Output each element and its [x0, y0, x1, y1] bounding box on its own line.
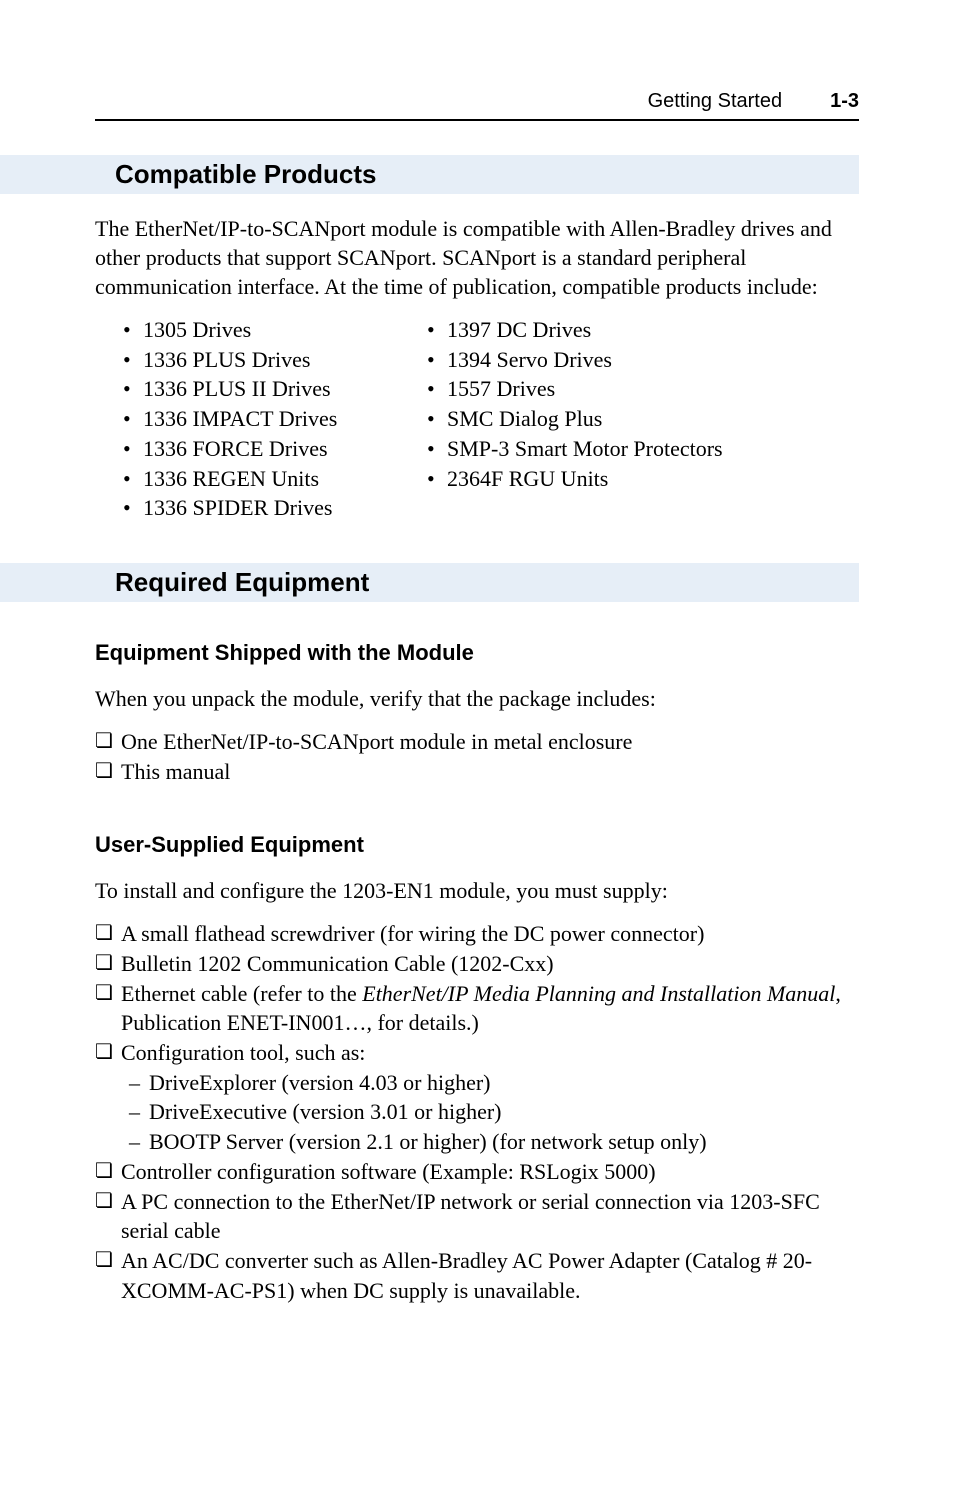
list-item: •1336 FORCE Drives	[123, 434, 403, 464]
bullet-icon: •	[427, 315, 447, 345]
list-text: BOOTP Server (version 2.1 or higher) (fo…	[149, 1127, 707, 1157]
user-list: ❏A small flathead screwdriver (for wirin…	[95, 919, 859, 1305]
bullet-icon: •	[123, 404, 143, 434]
dash-icon: –	[129, 1097, 149, 1127]
checkbox-icon: ❏	[95, 1187, 121, 1216]
list-text: An AC/DC converter such as Allen-Bradley…	[121, 1246, 859, 1305]
text-pre: Ethernet cable (refer to the	[121, 981, 362, 1006]
list-text: One EtherNet/IP-to-SCANport module in me…	[121, 727, 859, 757]
bullet-icon: •	[123, 315, 143, 345]
list-item: ❏Bulletin 1202 Communication Cable (1202…	[95, 949, 859, 979]
list-text: 1336 SPIDER Drives	[143, 493, 332, 523]
list-subitem: –BOOTP Server (version 2.1 or higher) (f…	[95, 1127, 859, 1157]
sub2-intro: To install and configure the 1203-EN1 mo…	[95, 876, 859, 905]
list-item: •SMP-3 Smart Motor Protectors	[427, 434, 723, 464]
checkbox-icon: ❏	[95, 949, 121, 978]
section-bar-required: Required Equipment	[0, 563, 859, 602]
sub-heading-user: User-Supplied Equipment	[95, 832, 859, 858]
list-text: A small flathead screwdriver (for wiring…	[121, 919, 859, 949]
list-text: 1336 REGEN Units	[143, 464, 319, 494]
section1-intro: The EtherNet/IP-to-SCANport module is co…	[95, 214, 859, 301]
compatible-col-left: •1305 Drives •1336 PLUS Drives •1336 PLU…	[95, 315, 403, 523]
list-text: DriveExecutive (version 3.01 or higher)	[149, 1097, 502, 1127]
list-text: This manual	[121, 757, 859, 787]
list-text: 1336 IMPACT Drives	[143, 404, 337, 434]
list-text: 1557 Drives	[447, 374, 555, 404]
list-item: •1397 DC Drives	[427, 315, 723, 345]
list-text: 1336 PLUS Drives	[143, 345, 310, 375]
list-text: Configuration tool, such as:	[121, 1038, 859, 1068]
bullet-icon: •	[123, 374, 143, 404]
list-item: ❏A PC connection to the EtherNet/IP netw…	[95, 1187, 859, 1246]
sub1-intro: When you unpack the module, verify that …	[95, 684, 859, 713]
list-subitem: –DriveExplorer (version 4.03 or higher)	[95, 1068, 859, 1098]
list-item: •1305 Drives	[123, 315, 403, 345]
compatible-col-right: •1397 DC Drives •1394 Servo Drives •1557…	[403, 315, 723, 523]
bullet-icon: •	[427, 374, 447, 404]
list-text: 1336 PLUS II Drives	[143, 374, 331, 404]
page-header: Getting Started 1-3	[95, 90, 859, 121]
dash-icon: –	[129, 1127, 149, 1157]
list-item: •1336 IMPACT Drives	[123, 404, 403, 434]
list-text: 1305 Drives	[143, 315, 251, 345]
list-item: •1336 REGEN Units	[123, 464, 403, 494]
bullet-icon: •	[427, 434, 447, 464]
checkbox-icon: ❏	[95, 1246, 121, 1275]
bullet-icon: •	[427, 345, 447, 375]
list-text: A PC connection to the EtherNet/IP netwo…	[121, 1187, 859, 1246]
list-item: •1394 Servo Drives	[427, 345, 723, 375]
list-text: 1397 DC Drives	[447, 315, 591, 345]
list-text: 1394 Servo Drives	[447, 345, 612, 375]
checkbox-icon: ❏	[95, 1157, 121, 1186]
list-item: •1336 PLUS Drives	[123, 345, 403, 375]
list-item: •1557 Drives	[427, 374, 723, 404]
checkbox-icon: ❏	[95, 757, 121, 786]
bullet-icon: •	[123, 464, 143, 494]
section-bar-compatible: Compatible Products	[0, 155, 859, 194]
list-text: SMC Dialog Plus	[447, 404, 602, 434]
sub-heading-shipped: Equipment Shipped with the Module	[95, 640, 859, 666]
list-item: ❏Ethernet cable (refer to the EtherNet/I…	[95, 979, 859, 1038]
list-text: SMP-3 Smart Motor Protectors	[447, 434, 723, 464]
list-text: 2364F RGU Units	[447, 464, 608, 494]
list-text: Ethernet cable (refer to the EtherNet/IP…	[121, 979, 859, 1038]
page: Getting Started 1-3 Compatible Products …	[0, 0, 954, 1365]
bullet-icon: •	[123, 434, 143, 464]
section-title-compatible: Compatible Products	[95, 159, 859, 190]
checkbox-icon: ❏	[95, 979, 121, 1008]
list-text: DriveExplorer (version 4.03 or higher)	[149, 1068, 491, 1098]
list-text: 1336 FORCE Drives	[143, 434, 328, 464]
shipped-list: ❏One EtherNet/IP-to-SCANport module in m…	[95, 727, 859, 786]
header-page-number: 1-3	[830, 90, 859, 113]
bullet-icon: •	[427, 404, 447, 434]
list-text: Controller configuration software (Examp…	[121, 1157, 859, 1187]
list-item: ❏One EtherNet/IP-to-SCANport module in m…	[95, 727, 859, 757]
bullet-icon: •	[123, 493, 143, 523]
checkbox-icon: ❏	[95, 727, 121, 756]
text-em: EtherNet/IP Media Planning and Installat…	[362, 981, 835, 1006]
bullet-icon: •	[427, 464, 447, 494]
list-item: ❏An AC/DC converter such as Allen-Bradle…	[95, 1246, 859, 1305]
section-title-required: Required Equipment	[95, 567, 859, 598]
dash-icon: –	[129, 1068, 149, 1098]
list-item: •2364F RGU Units	[427, 464, 723, 494]
list-item: ❏This manual	[95, 757, 859, 787]
list-item: •SMC Dialog Plus	[427, 404, 723, 434]
bullet-icon: •	[123, 345, 143, 375]
list-item: •1336 PLUS II Drives	[123, 374, 403, 404]
checkbox-icon: ❏	[95, 919, 121, 948]
list-text: Bulletin 1202 Communication Cable (1202-…	[121, 949, 859, 979]
list-item: ❏A small flathead screwdriver (for wirin…	[95, 919, 859, 949]
list-item: •1336 SPIDER Drives	[123, 493, 403, 523]
list-subitem: –DriveExecutive (version 3.01 or higher)	[95, 1097, 859, 1127]
list-item: ❏Controller configuration software (Exam…	[95, 1157, 859, 1187]
header-title: Getting Started	[648, 90, 783, 113]
checkbox-icon: ❏	[95, 1038, 121, 1067]
compatible-two-col: •1305 Drives •1336 PLUS Drives •1336 PLU…	[95, 315, 859, 523]
list-item: ❏Configuration tool, such as:	[95, 1038, 859, 1068]
